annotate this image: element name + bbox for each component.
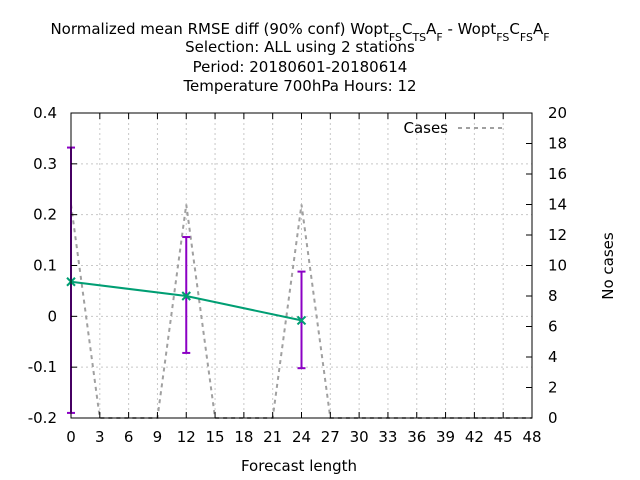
title-line-3: Period: 20180601-20180614: [193, 58, 408, 76]
title-experiment-a-part: C: [402, 20, 412, 38]
y-axis-ticks: -0.2 -0.1 0 0.1 0.2 0.3 0.4: [28, 104, 77, 427]
x-tick-label: 33: [378, 428, 397, 446]
title-experiment-b-part: FS: [496, 31, 509, 44]
y-tick-label: 0.3: [33, 155, 57, 173]
title-experiment-b-part: C: [509, 20, 519, 38]
x-tick-label: 3: [95, 428, 105, 446]
chart-title: Normalized mean RMSE diff (90% conf) Wop…: [50, 20, 549, 95]
x-tick-label: 12: [177, 428, 196, 446]
legend: Cases: [403, 119, 506, 137]
diff-series: [66, 277, 307, 326]
x-tick-label: 39: [436, 428, 455, 446]
grid-lines: [71, 113, 532, 418]
y2-tick-label: 10: [548, 257, 567, 275]
x-tick-label: 15: [206, 428, 225, 446]
y-tick-label: -0.1: [28, 358, 57, 376]
y2-axis-label: No cases: [599, 232, 617, 300]
y2-tick-label: 20: [548, 104, 567, 122]
diff-point: [181, 291, 191, 301]
y2-tick-label: 4: [548, 348, 558, 366]
x-tick-label: 30: [350, 428, 369, 446]
title-experiment-a-part: FS: [389, 31, 402, 44]
y2-tick-label: 6: [548, 318, 558, 336]
x-tick-label: 18: [234, 428, 253, 446]
y2-tick-label: 14: [548, 196, 567, 214]
title-line-4: Temperature 700hPa Hours: 12: [182, 77, 416, 95]
title-experiment-a-part: F: [436, 31, 442, 44]
x-tick-label: 45: [494, 428, 513, 446]
title-separator: - Wopt: [443, 20, 497, 38]
y-tick-label: 0: [47, 307, 57, 325]
x-tick-label: 36: [407, 428, 426, 446]
title-line-2: Selection: ALL using 2 stations: [185, 38, 415, 56]
y2-tick-label: 2: [548, 379, 558, 397]
title-experiment-b-part: A: [533, 20, 544, 38]
title-line-1: Normalized mean RMSE diff (90% conf) Wop…: [50, 20, 549, 44]
title-experiment-a-part: A: [426, 20, 437, 38]
x-tick-label: 42: [465, 428, 484, 446]
y-tick-label: 0.4: [33, 104, 57, 122]
x-axis-ticks: 0 3 6 9 12 15 18 21 24 27 30 33 36 39 42 45 48: [66, 113, 542, 446]
y2-axis-ticks: 0 2 4 6 8 10 12 14 16 18 20: [526, 104, 567, 427]
title-experiment-b-part: F: [543, 31, 549, 44]
x-tick-label: 24: [292, 428, 311, 446]
diff-point-stroke: [181, 291, 191, 301]
x-tick-label: 0: [66, 428, 76, 446]
title-experiment-a-part: TS: [411, 31, 426, 44]
title-text: Normalized mean RMSE diff (90% conf) Wop…: [50, 20, 389, 38]
x-tick-label: 27: [321, 428, 340, 446]
x-tick-label: 21: [263, 428, 282, 446]
title-experiment-b-part: FS: [520, 31, 533, 44]
y-tick-label: -0.2: [28, 409, 57, 427]
x-tick-label: 9: [153, 428, 163, 446]
x-tick-label: 48: [522, 428, 541, 446]
diff-point: [296, 315, 307, 326]
y2-tick-label: 16: [548, 165, 567, 183]
y-tick-label: 0.2: [33, 206, 57, 224]
y2-tick-label: 12: [548, 226, 567, 244]
x-axis-label: Forecast length: [241, 457, 357, 475]
diff-point-stroke: [296, 315, 307, 326]
legend-label-cases: Cases: [403, 119, 448, 137]
y2-tick-label: 18: [548, 135, 567, 153]
y-tick-label: 0.1: [33, 257, 57, 275]
y2-tick-label: 8: [548, 287, 558, 305]
y2-tick-label: 0: [548, 409, 558, 427]
x-tick-label: 6: [124, 428, 134, 446]
